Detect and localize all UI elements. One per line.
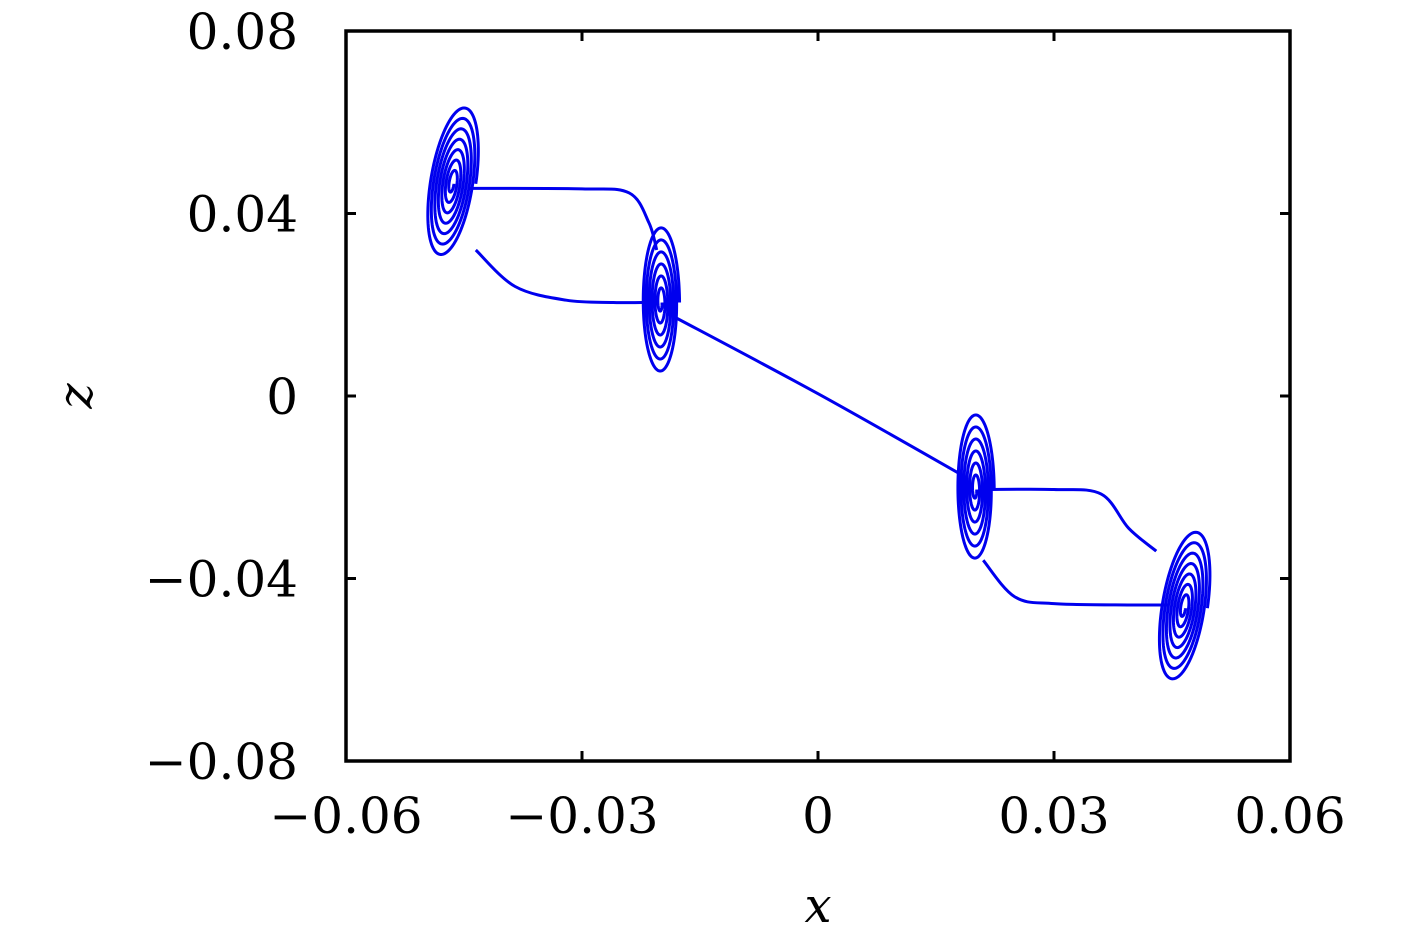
y-tick-label: 0 [266, 368, 298, 426]
spiral-trajectory [956, 413, 996, 560]
connecting-trajectory [467, 186, 659, 251]
y-tick-label: 0.08 [187, 3, 298, 61]
trajectory-layer [426, 106, 1212, 681]
connecting-trajectory [474, 248, 649, 305]
connecting-trajectory [982, 559, 1169, 607]
spiral-trajectory [1157, 530, 1212, 681]
x-axis-label: x [804, 878, 831, 933]
spiral-trajectory [426, 106, 480, 257]
plot-frame [344, 29, 1292, 763]
x-tick-label: 0.03 [998, 787, 1109, 845]
x-tick-label: −0.06 [269, 787, 422, 845]
y-tick-label: 0.04 [187, 186, 298, 244]
x-tick-label: 0 [802, 787, 834, 845]
x-tick-label: 0.06 [1234, 787, 1345, 845]
x-tick-labels: −0.06 −0.03 0 0.03 0.06 [269, 787, 1345, 845]
y-tick-label: −0.04 [145, 551, 298, 609]
x-tick-label: −0.03 [505, 787, 658, 845]
connecting-trajectory [667, 312, 969, 480]
y-tick-labels: −0.08 −0.04 0 0.04 0.08 [145, 3, 298, 791]
spiral-trajectory [641, 226, 682, 373]
y-tick-label: −0.08 [145, 733, 298, 791]
y-axis-label: z [48, 383, 104, 410]
axis-ticks [344, 29, 1292, 763]
connecting-trajectory [987, 487, 1158, 553]
